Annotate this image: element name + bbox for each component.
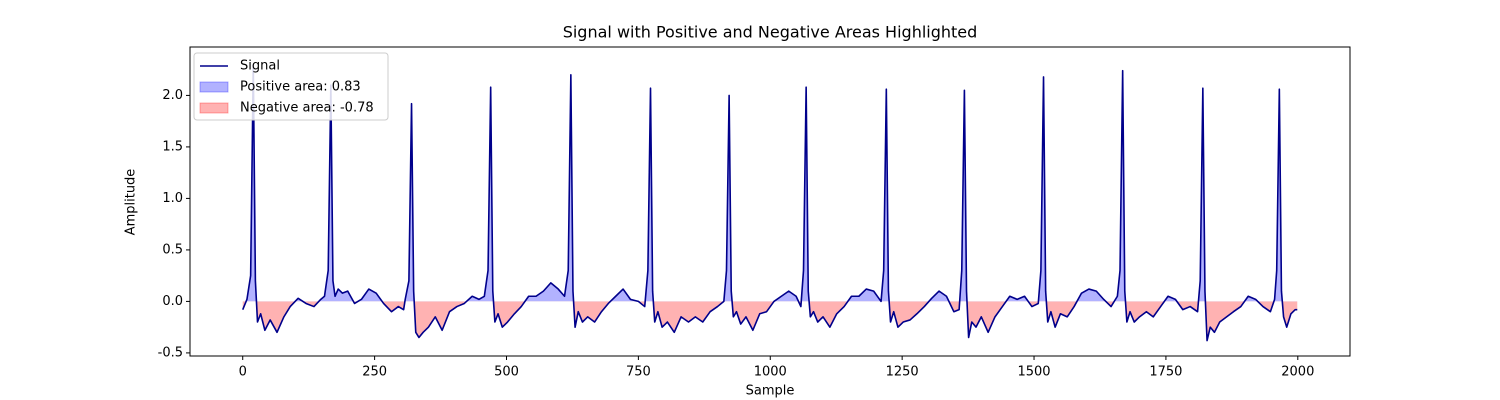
plot-area <box>241 63 1298 342</box>
y-axis-label: Amplitude <box>124 169 139 236</box>
axes-frame <box>189 46 1351 357</box>
y-tick-label: 0.0 <box>162 294 183 309</box>
x-tick-label: 1000 <box>754 365 787 380</box>
signal-line <box>241 63 1298 342</box>
y-tick-label: -0.5 <box>158 345 183 360</box>
x-tick-label: 750 <box>626 365 651 380</box>
y-tick-label: 2.0 <box>162 88 183 103</box>
legend-swatch <box>199 81 229 93</box>
x-tick-label: 250 <box>362 365 387 380</box>
x-tick-label: 0 <box>239 365 247 380</box>
fill-area <box>242 301 1298 341</box>
fill-area <box>242 64 1298 302</box>
legend-label: Positive area: 0.83 <box>240 80 361 95</box>
x-tick-label: 500 <box>494 365 519 380</box>
chart-title: Signal with Positive and Negative Areas … <box>563 23 978 42</box>
legend-label: Signal <box>240 59 280 74</box>
x-tick-label: 2000 <box>1281 365 1314 380</box>
legend-label: Negative area: -0.78 <box>240 101 374 116</box>
y-tick-label: 1.5 <box>162 139 183 154</box>
legend-swatch <box>199 102 229 114</box>
x-tick-label: 1250 <box>886 365 919 380</box>
x-tick-label: 1500 <box>1017 365 1050 380</box>
legend-box <box>193 52 389 121</box>
x-axis-label: Sample <box>746 384 795 399</box>
y-tick-label: 0.5 <box>162 242 183 257</box>
x-tick-label: 1750 <box>1149 365 1182 380</box>
y-tick-label: 1.0 <box>162 191 183 206</box>
